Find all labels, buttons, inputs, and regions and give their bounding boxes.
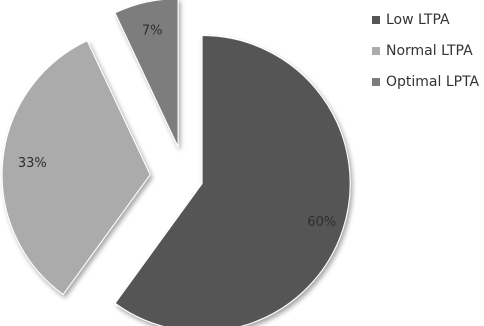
legend: Low LTPA Normal LTPA Optimal LPTA [372, 10, 479, 103]
legend-swatch-optimal-lpta [372, 78, 380, 86]
legend-swatch-low-ltpa [372, 16, 380, 24]
label-optimal-lpta: 7% [142, 24, 163, 39]
label-low-ltpa: 60% [307, 215, 336, 230]
label-normal-ltpa: 33% [18, 156, 47, 171]
slice-optimal-lpta [114, 0, 179, 147]
pie-slice-labels: 60% 33% 7% [18, 24, 336, 230]
slice-low-ltpa [114, 35, 351, 326]
legend-item-normal-ltpa: Normal LTPA [372, 41, 479, 61]
slice-normal-ltpa [1, 40, 151, 296]
legend-label-normal-ltpa: Normal LTPA [386, 43, 473, 59]
legend-swatch-normal-ltpa [372, 47, 380, 55]
legend-label-low-ltpa: Low LTPA [386, 12, 450, 28]
legend-item-low-ltpa: Low LTPA [372, 10, 479, 30]
pie-slices [1, 0, 351, 326]
legend-label-optimal-lpta: Optimal LPTA [386, 74, 480, 90]
legend-item-optimal-lpta: Optimal LPTA [372, 72, 479, 92]
